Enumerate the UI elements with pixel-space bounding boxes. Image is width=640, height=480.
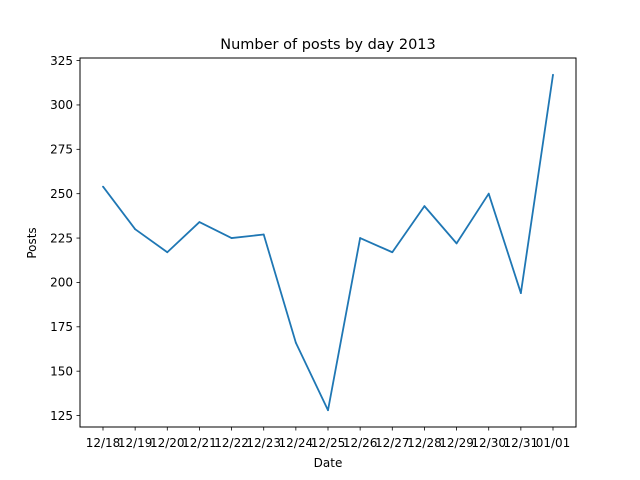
x-tick-label: 12/31 [504, 436, 539, 450]
x-tick-label: 12/19 [118, 436, 153, 450]
x-tick-label: 12/23 [246, 436, 281, 450]
y-tick-label: 325 [50, 54, 73, 68]
x-axis-label: Date [314, 456, 343, 470]
data-point [262, 233, 265, 236]
data-point [294, 341, 297, 344]
x-tick-label: 01/01 [536, 436, 571, 450]
x-tick-label: 12/30 [471, 436, 506, 450]
y-tick-label: 200 [50, 276, 73, 290]
x-tick-label: 12/18 [86, 436, 121, 450]
data-point [166, 251, 169, 254]
x-tick-label: 12/20 [150, 436, 185, 450]
data-point [455, 242, 458, 245]
data-point [552, 73, 554, 76]
y-axis-label: Posts [25, 227, 39, 258]
data-point [198, 221, 201, 223]
data-point [519, 292, 522, 294]
data-point [359, 237, 362, 239]
y-tick-label: 175 [50, 320, 73, 334]
data-point [102, 185, 104, 188]
y-tick-label: 300 [50, 98, 73, 112]
y-tick-label: 125 [50, 409, 73, 423]
data-point [487, 192, 490, 195]
x-tick-label: 12/26 [343, 436, 378, 450]
y-tick-label: 150 [50, 364, 73, 378]
x-axis-ticks: 12/1812/1912/2012/2112/2212/2312/2412/25… [86, 427, 571, 450]
x-tick-label: 12/22 [214, 436, 249, 450]
data-point [230, 237, 233, 239]
y-axis-ticks: 125 150 175 200 225 250 275 300 325 [50, 54, 80, 423]
y-tick-label: 275 [50, 143, 73, 157]
x-tick-label: 12/29 [439, 436, 474, 450]
x-tick-label: 12/24 [279, 436, 314, 450]
data-point [391, 251, 394, 254]
x-tick-label: 12/28 [407, 436, 442, 450]
plot-frame [79, 57, 577, 428]
y-tick-label: 225 [50, 231, 73, 245]
y-tick-label: 250 [50, 187, 73, 201]
data-point [327, 409, 329, 412]
data-point [134, 228, 137, 231]
chart-title: Number of posts by day 2013 [220, 37, 436, 53]
series-points [102, 73, 554, 412]
x-tick-label: 12/27 [375, 436, 410, 450]
x-tick-label: 12/25 [311, 436, 346, 450]
data-point [423, 205, 426, 208]
x-tick-label: 12/21 [182, 436, 217, 450]
